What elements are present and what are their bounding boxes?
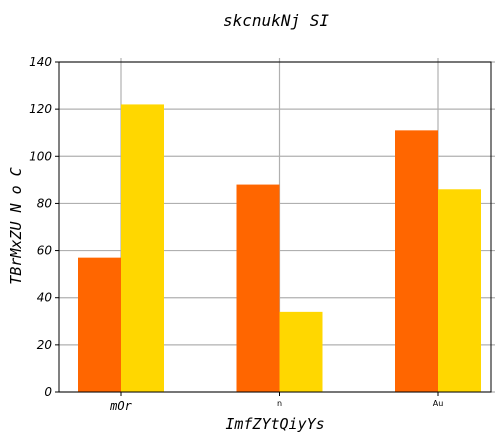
x-axis-label: ImfZYtQiyYs	[225, 415, 324, 433]
bar-series-0-n	[236, 184, 280, 392]
y-tick-label: 140	[29, 55, 52, 69]
y-tick-label: 100	[29, 149, 52, 163]
y-tick-label: 40	[37, 291, 53, 305]
bar-series-1-n	[279, 311, 323, 392]
y-tick-label: 120	[29, 102, 52, 116]
bar-series-1-Au	[438, 189, 481, 392]
x-tick-label: n	[277, 399, 282, 408]
y-tick-label: 60	[37, 244, 53, 258]
x-tick-labels: mOr n Au	[109, 399, 443, 413]
y-tick-label: 0	[44, 385, 52, 399]
bar-series-1-mOr	[121, 104, 164, 392]
bar-series-0-mOr	[78, 257, 121, 392]
x-tick-label: mOr	[109, 399, 132, 413]
bar-series-0-Au	[395, 130, 438, 392]
tick-marks	[55, 61, 439, 396]
y-tick-label: 20	[37, 338, 53, 352]
bars	[78, 104, 481, 392]
chart-title: skcnukNj SI	[223, 11, 329, 30]
y-tick-labels: 0 20 40 60 80 100 120 140	[29, 55, 52, 399]
x-tick-label: Au	[433, 399, 444, 408]
y-axis-label: TBrMxZU N o C	[7, 167, 25, 284]
plot-frame	[58, 61, 492, 393]
y-tick-label: 80	[37, 196, 53, 210]
